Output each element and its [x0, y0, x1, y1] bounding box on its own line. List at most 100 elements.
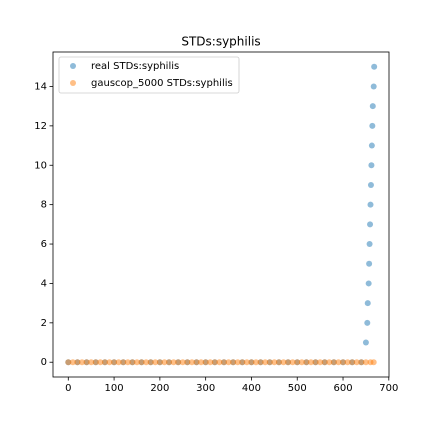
legend-box	[58, 56, 240, 94]
point	[143, 359, 150, 366]
point	[230, 359, 237, 366]
point	[243, 359, 250, 366]
x-tick-label: 0	[65, 383, 71, 394]
point	[253, 359, 260, 366]
legend-marker	[70, 63, 76, 69]
legend: real STDs:syphilis gauscop_5000 STDs:syph…	[58, 56, 240, 94]
point	[65, 359, 72, 366]
x-tick-label: 600	[333, 383, 352, 394]
point	[362, 339, 369, 346]
point	[83, 359, 90, 366]
point	[303, 359, 310, 366]
point	[69, 359, 76, 366]
point	[365, 280, 372, 287]
point	[188, 359, 195, 366]
point	[79, 359, 86, 366]
point	[280, 359, 287, 366]
point	[364, 319, 371, 326]
point	[307, 359, 314, 366]
point	[74, 359, 81, 366]
y-tick-label: 2	[41, 318, 47, 329]
point	[367, 221, 374, 228]
legend-marker	[70, 80, 76, 86]
x-tick-label: 100	[105, 383, 124, 394]
point	[207, 359, 214, 366]
point	[175, 359, 182, 366]
point	[340, 359, 347, 366]
point	[371, 63, 378, 70]
y-tick-label: 8	[41, 200, 47, 211]
point	[202, 359, 209, 366]
point	[367, 181, 374, 188]
point	[211, 359, 218, 366]
point	[358, 359, 365, 366]
point	[133, 359, 140, 366]
series	[65, 359, 377, 366]
point	[266, 359, 273, 366]
point	[370, 83, 377, 90]
point	[330, 359, 337, 366]
point	[170, 359, 177, 366]
y-tick-label: 10	[34, 160, 47, 171]
point	[115, 359, 122, 366]
point	[326, 359, 333, 366]
point	[275, 359, 282, 366]
point	[368, 142, 375, 149]
point	[368, 162, 375, 169]
point	[248, 359, 255, 366]
point	[312, 359, 319, 366]
x-tick-label: 500	[288, 383, 307, 394]
point	[366, 260, 373, 267]
y-tick-label: 4	[41, 278, 47, 289]
point	[369, 122, 376, 129]
point	[92, 359, 99, 366]
point	[106, 359, 113, 366]
point	[353, 359, 360, 366]
point	[364, 300, 371, 307]
y-tick-label: 14	[34, 81, 47, 92]
point	[120, 359, 127, 366]
x-tick-label: 700	[379, 383, 398, 394]
y-tick-label: 12	[34, 121, 47, 132]
point	[193, 359, 200, 366]
y-tick-label: 0	[41, 357, 47, 368]
point	[179, 359, 186, 366]
point	[239, 359, 246, 366]
point	[262, 359, 269, 366]
point	[367, 201, 374, 208]
point	[370, 359, 377, 366]
point	[285, 359, 292, 366]
point	[369, 103, 376, 110]
point	[257, 359, 264, 366]
point	[198, 359, 205, 366]
point	[124, 359, 131, 366]
point	[152, 359, 159, 366]
point	[111, 359, 118, 366]
point	[97, 359, 104, 366]
y-tick-label: 6	[41, 239, 47, 250]
point	[225, 359, 232, 366]
point	[317, 359, 324, 366]
plot-frame	[52, 51, 390, 378]
point	[156, 359, 163, 366]
point	[147, 359, 154, 366]
point	[220, 359, 227, 366]
point	[101, 359, 108, 366]
point	[271, 359, 278, 366]
point	[88, 359, 95, 366]
point	[138, 359, 145, 366]
point	[335, 359, 342, 366]
point	[366, 241, 373, 248]
point	[289, 359, 296, 366]
point	[216, 359, 223, 366]
legend-label: real STDs:syphilis	[91, 61, 179, 72]
point	[161, 359, 168, 366]
point	[362, 359, 369, 366]
point	[184, 359, 191, 366]
point	[321, 359, 328, 366]
point	[234, 359, 241, 366]
chart-title: STDs:syphilis	[181, 35, 260, 49]
point	[298, 359, 305, 366]
point	[166, 359, 173, 366]
